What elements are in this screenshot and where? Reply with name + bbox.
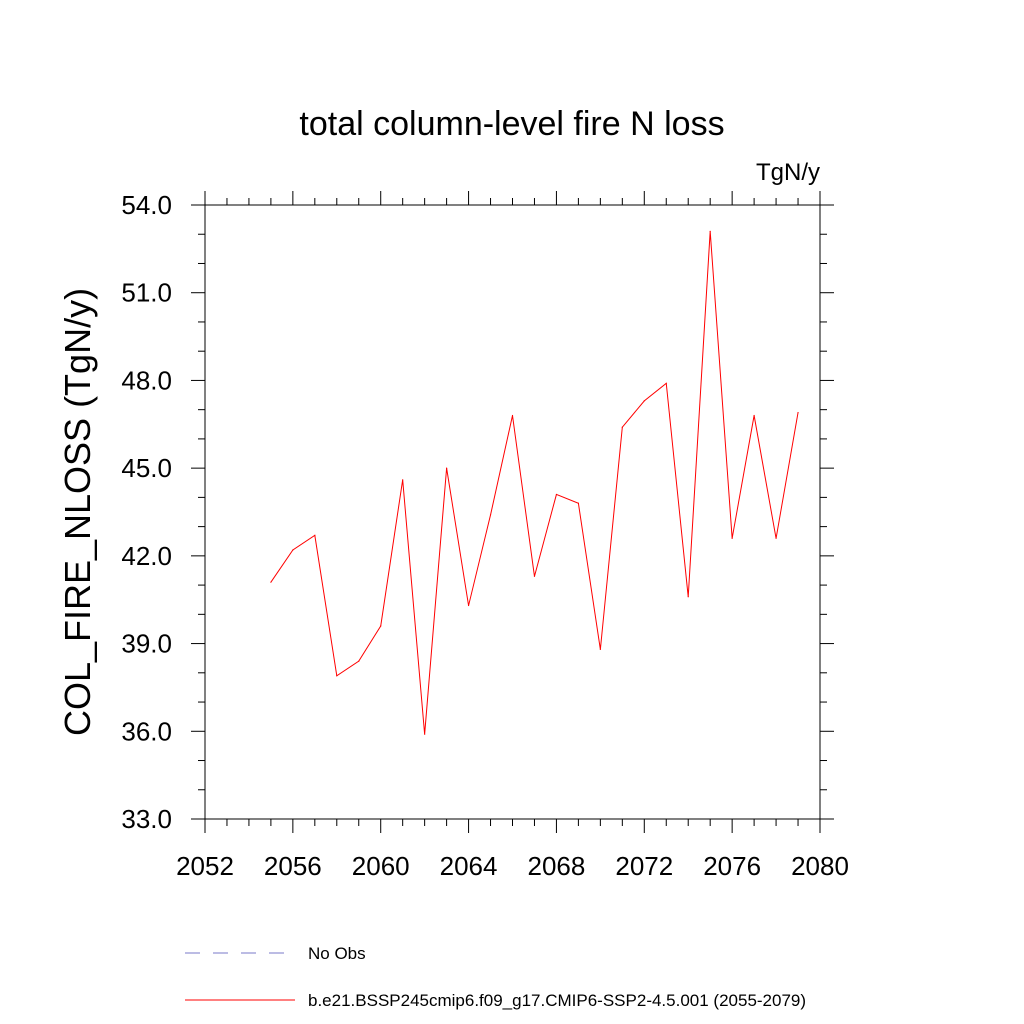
data-point xyxy=(665,382,667,384)
x-tick-label: 2064 xyxy=(440,851,498,881)
data-point xyxy=(621,426,623,428)
data-point xyxy=(511,414,514,417)
data-point xyxy=(314,534,316,536)
y-tick-label: 33.0 xyxy=(121,804,172,834)
x-tick-labels: 2052 2056 2060 2064 2068 2072 2076 2080 xyxy=(176,851,849,881)
legend-label-no-obs: No Obs xyxy=(308,944,366,963)
data-point xyxy=(402,479,404,481)
data-point xyxy=(555,493,558,496)
data-point xyxy=(775,537,777,539)
data-point xyxy=(533,575,536,577)
y-axis-label: COL_FIRE_NLOSS (TgN/y) xyxy=(57,288,98,736)
units-label: TgN/y xyxy=(756,159,820,186)
data-point xyxy=(380,625,382,627)
data-point xyxy=(731,537,733,539)
data-point xyxy=(709,230,711,232)
x-tick-label: 2068 xyxy=(528,851,586,881)
x-tick-label: 2052 xyxy=(176,851,234,881)
series-line xyxy=(270,231,799,735)
x-tick-label: 2072 xyxy=(615,851,673,881)
axis-ticks xyxy=(191,191,834,833)
y-tick-label: 36.0 xyxy=(121,716,172,746)
data-point xyxy=(599,648,601,651)
data-point xyxy=(446,467,448,469)
data-point xyxy=(467,604,470,607)
data-point xyxy=(577,502,579,504)
x-tick-label: 2060 xyxy=(352,851,410,881)
y-tick-label: 51.0 xyxy=(121,278,172,308)
legend: No Obs b.e21.BSSP245cmip6.f09_g17.CMIP6-… xyxy=(185,944,806,1010)
y-tick-label: 54.0 xyxy=(121,190,172,220)
chart-title: total column-level fire N loss xyxy=(299,105,724,143)
data-point xyxy=(797,411,799,414)
legend-label-model: b.e21.BSSP245cmip6.f09_g17.CMIP6-SSP2-4.… xyxy=(308,991,806,1010)
x-tick-label: 2080 xyxy=(791,851,849,881)
x-tick-label: 2076 xyxy=(703,851,761,881)
data-point xyxy=(643,400,645,402)
data-point xyxy=(358,660,360,662)
y-tick-labels: 33.0 36.0 39.0 42.0 45.0 48.0 51.0 54.0 xyxy=(121,190,172,834)
data-point xyxy=(753,414,755,417)
data-point xyxy=(270,581,272,583)
data-point xyxy=(687,596,689,598)
data-point xyxy=(489,514,492,516)
plot-frame xyxy=(204,204,821,820)
y-tick-label: 48.0 xyxy=(121,365,172,395)
x-tick-label: 2056 xyxy=(264,851,322,881)
y-tick-label: 45.0 xyxy=(121,453,172,483)
data-point xyxy=(424,733,426,735)
y-tick-label: 42.0 xyxy=(121,541,172,571)
series-group xyxy=(270,230,799,735)
data-point xyxy=(292,549,294,551)
y-tick-label: 39.0 xyxy=(121,629,172,659)
data-point xyxy=(336,675,338,677)
